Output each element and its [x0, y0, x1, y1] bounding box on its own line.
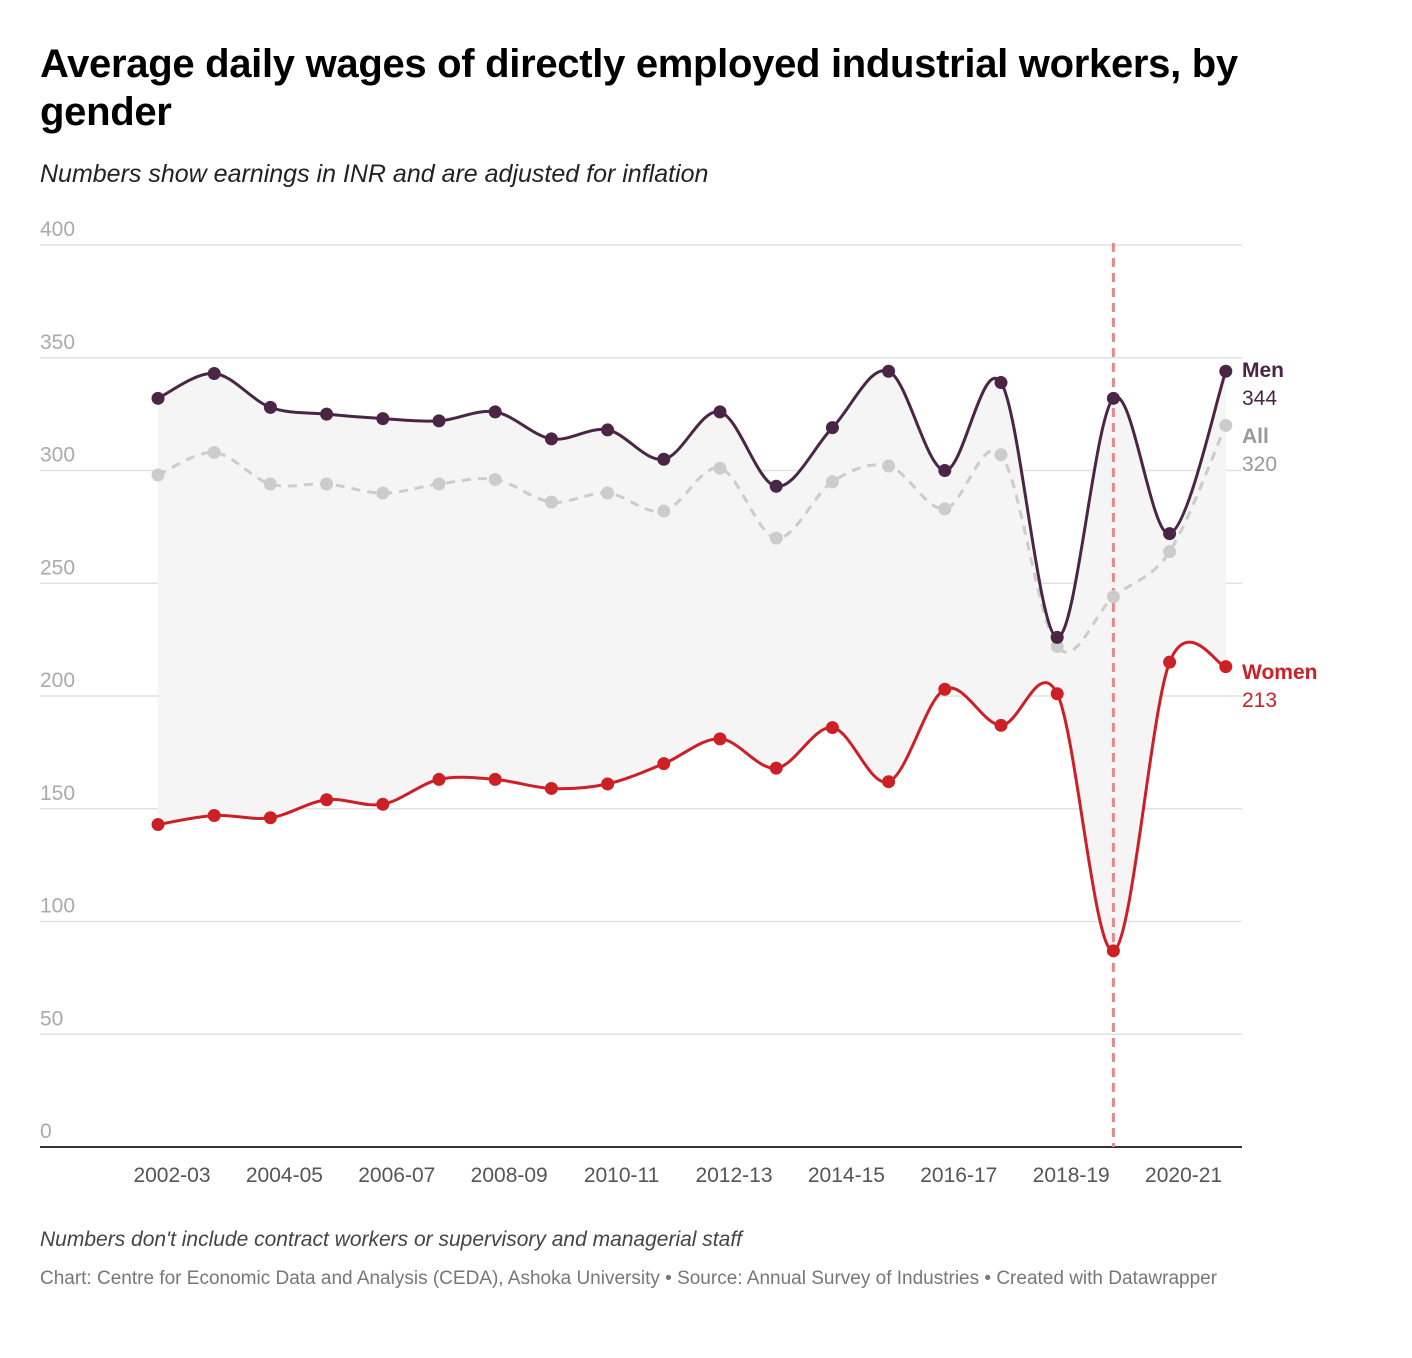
x-tick-label: 2014-15: [808, 1164, 885, 1187]
data-point-all: [263, 477, 277, 491]
data-point-women: [769, 761, 783, 775]
data-point-men: [263, 400, 277, 414]
x-tick-label: 2010-11: [584, 1164, 660, 1187]
y-axis-labels: 0 50 100 150 200 250 300 350 400: [40, 218, 75, 1143]
data-point-all: [713, 461, 727, 475]
data-point-all: [769, 531, 783, 545]
y-tick-label: 250: [40, 556, 75, 579]
data-point-all: [207, 445, 221, 459]
x-tick-label: 2020-21: [1145, 1164, 1222, 1187]
data-point-women: [601, 777, 615, 791]
data-point-women: [488, 772, 502, 786]
data-point-men: [151, 391, 165, 405]
series-label-all: All: [1242, 425, 1269, 448]
series-points-all: [151, 418, 1233, 653]
data-point-women: [1163, 655, 1177, 669]
data-point-all: [938, 502, 952, 516]
y-tick-label: 200: [40, 669, 75, 692]
men-women-range-area: [158, 370, 1226, 951]
data-point-men: [1163, 527, 1177, 541]
data-point-all: [1050, 639, 1064, 653]
y-tick-label: 100: [40, 895, 75, 918]
data-point-all: [488, 473, 502, 487]
data-point-all: [1163, 545, 1177, 559]
x-tick-label: 2008-09: [471, 1164, 548, 1187]
chart-title: Average daily wages of directly employed…: [40, 42, 1238, 134]
data-point-men: [544, 432, 558, 446]
data-point-men: [1050, 630, 1064, 644]
data-point-women: [713, 732, 727, 746]
data-point-men: [825, 421, 839, 435]
y-tick-label: 300: [40, 444, 75, 467]
data-point-women: [376, 797, 390, 811]
data-point-women: [1219, 660, 1233, 674]
data-point-men: [432, 414, 446, 428]
y-tick-label: 50: [40, 1007, 63, 1030]
data-point-all: [544, 495, 558, 509]
data-point-all: [882, 459, 896, 473]
x-tick-label: 2006-07: [358, 1164, 435, 1187]
y-tick-label: 400: [40, 218, 75, 241]
data-point-men: [938, 464, 952, 477]
data-point-men: [1219, 364, 1233, 378]
x-tick-label: 2018-19: [1033, 1164, 1110, 1187]
x-tick-label: 2002-03: [133, 1164, 210, 1187]
data-point-women: [320, 793, 334, 807]
series-value-all: 320: [1242, 453, 1277, 476]
data-point-men: [882, 364, 896, 378]
data-point-men: [713, 405, 727, 419]
series-value-men: 344: [1242, 387, 1277, 410]
data-point-women: [825, 721, 839, 735]
chart-credit: Chart: Centre for Economic Data and Anal…: [40, 1268, 1218, 1289]
data-point-all: [320, 477, 334, 491]
data-point-men: [488, 405, 502, 419]
data-point-women: [207, 809, 221, 823]
data-point-men: [376, 412, 390, 426]
data-point-women: [657, 757, 671, 771]
data-point-all: [825, 475, 839, 489]
data-point-women: [432, 772, 446, 786]
data-point-all: [376, 486, 390, 500]
data-point-women: [938, 682, 952, 696]
data-point-all: [1106, 590, 1120, 604]
data-point-all: [994, 448, 1008, 462]
data-point-men: [994, 376, 1008, 390]
data-point-men: [657, 452, 671, 466]
data-point-women: [544, 781, 558, 795]
x-tick-label: 2012-13: [695, 1164, 772, 1187]
data-point-men: [320, 407, 334, 421]
y-tick-label: 0: [40, 1120, 52, 1143]
data-point-all: [1219, 418, 1233, 432]
data-point-women: [151, 818, 165, 832]
y-tick-label: 350: [40, 331, 75, 354]
data-point-women: [882, 775, 896, 789]
x-axis-labels: 2002-03 2004-05 2006-07 2008-09 2010-11 2012-…: [133, 1164, 1222, 1187]
series-value-women: 213: [1242, 689, 1277, 712]
data-point-all: [657, 504, 671, 518]
y-tick-label: 150: [40, 782, 75, 805]
series-points-men: [151, 364, 1233, 644]
data-point-women: [1106, 944, 1120, 958]
series-points-women: [151, 655, 1233, 958]
data-point-all: [601, 486, 615, 500]
chart-note: Numbers don't include contract workers o…: [40, 1228, 742, 1251]
data-point-men: [1106, 391, 1120, 405]
data-point-all: [432, 477, 446, 491]
data-point-men: [207, 367, 221, 381]
x-tick-label: 2016-17: [920, 1164, 997, 1187]
data-point-women: [1050, 687, 1064, 701]
data-point-women: [994, 718, 1008, 732]
end-labels: Men 344 All 320 Women 213: [1242, 359, 1317, 712]
series-line-all: [157, 424, 1228, 654]
series-label-men: Men: [1242, 359, 1284, 382]
x-tick-label: 2004-05: [246, 1164, 323, 1187]
data-point-all: [151, 468, 165, 482]
chart-subtitle: Numbers show earnings in INR and are adj…: [40, 160, 709, 188]
data-point-women: [263, 811, 277, 825]
data-point-men: [769, 479, 783, 493]
series-label-women: Women: [1242, 661, 1317, 684]
data-point-men: [601, 423, 615, 437]
